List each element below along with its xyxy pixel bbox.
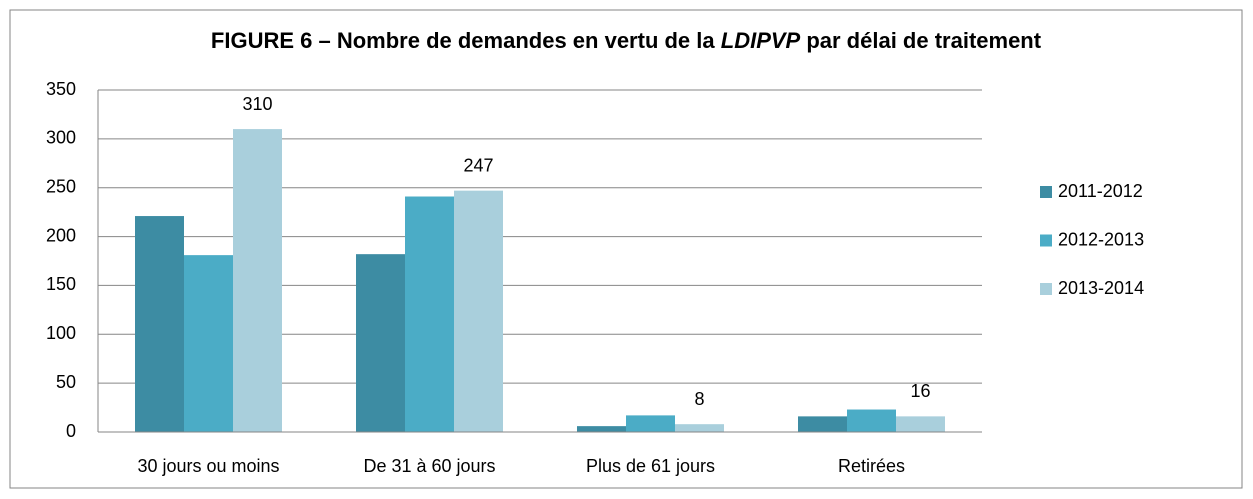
legend-swatch bbox=[1040, 283, 1052, 295]
bar bbox=[184, 255, 233, 432]
bar bbox=[233, 129, 282, 433]
bar bbox=[405, 196, 454, 432]
legend-label: 2012-2013 bbox=[1058, 229, 1144, 249]
bar bbox=[135, 216, 184, 432]
y-tick-label: 200 bbox=[46, 225, 76, 245]
legend-swatch bbox=[1040, 234, 1052, 247]
data-label: 16 bbox=[910, 381, 930, 401]
chart-title: FIGURE 6 – Nombre de demandes en vertu d… bbox=[211, 28, 1042, 53]
bar bbox=[847, 409, 896, 432]
y-tick-label: 300 bbox=[46, 128, 76, 148]
bar bbox=[454, 190, 503, 432]
x-tick-label: 30 jours ou moins bbox=[137, 456, 279, 476]
bar bbox=[896, 416, 945, 432]
y-tick-label: 100 bbox=[46, 323, 76, 343]
data-label: 247 bbox=[463, 155, 493, 175]
bar bbox=[356, 254, 405, 432]
x-tick-label: De 31 à 60 jours bbox=[363, 456, 495, 476]
x-tick-label: Plus de 61 jours bbox=[586, 456, 715, 476]
x-tick-label: Retirées bbox=[838, 456, 905, 476]
title-part: FIGURE 6 – Nombre de demandes en vertu d… bbox=[211, 28, 721, 53]
title-part: par délai de traitement bbox=[800, 28, 1042, 53]
bar bbox=[626, 415, 675, 432]
legend-swatch bbox=[1040, 186, 1052, 198]
legend-label: 2011-2012 bbox=[1058, 181, 1143, 201]
title-part: LDIPVP bbox=[721, 28, 801, 53]
y-tick-label: 50 bbox=[56, 372, 76, 392]
data-label: 310 bbox=[242, 94, 272, 114]
legend-label: 2013-2014 bbox=[1058, 278, 1144, 298]
bar bbox=[675, 424, 724, 432]
y-tick-label: 350 bbox=[46, 79, 76, 99]
y-tick-label: 150 bbox=[46, 274, 76, 294]
y-tick-label: 0 bbox=[66, 421, 76, 441]
bar bbox=[798, 416, 847, 432]
y-tick-label: 250 bbox=[46, 176, 76, 196]
bar bbox=[577, 426, 626, 432]
data-label: 8 bbox=[694, 389, 704, 409]
